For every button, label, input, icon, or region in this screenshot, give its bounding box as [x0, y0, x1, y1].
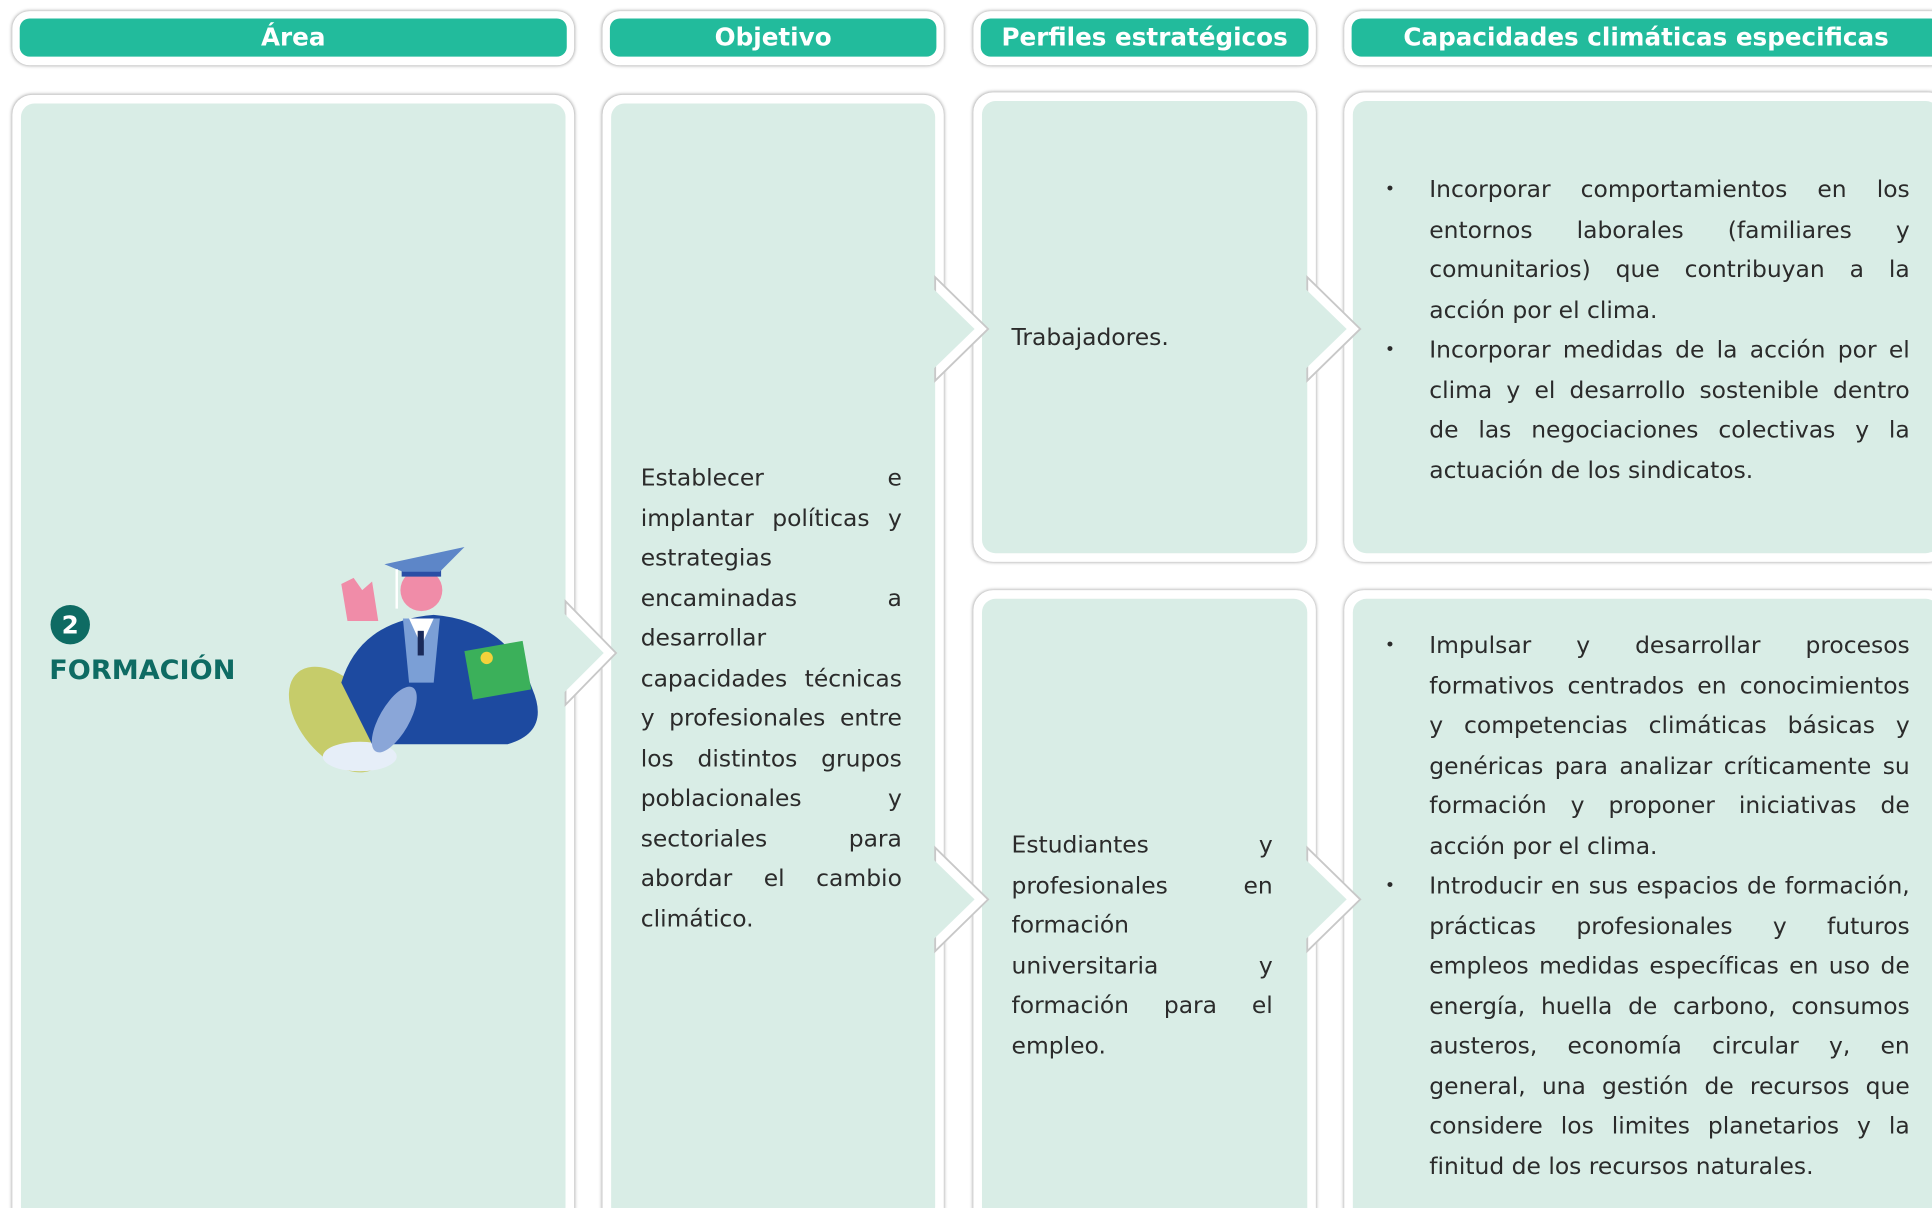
header-cell: Perfiles estratégicos: [973, 11, 1316, 66]
profile-cell: Estudiantes y profesionales en formación…: [973, 590, 1316, 1208]
graduate-illustration: [288, 547, 538, 773]
header-text: Área: [19, 18, 567, 57]
header-text: Objetivo: [609, 18, 937, 57]
profile-text: Trabajadores.: [1011, 324, 1169, 352]
capacity-item: Impulsar y desarrollar procesos formativ…: [1353, 626, 1910, 866]
profile-cell: Trabajadores.: [973, 92, 1316, 562]
capacities-cell: Incorporar comportamientos en los entorn…: [1344, 92, 1932, 562]
capacity-list: Impulsar y desarrollar procesos formativ…: [1353, 626, 1910, 1187]
area-number: 2: [50, 604, 90, 645]
objective-text: Establecer e implantar políticas y estra…: [640, 464, 902, 933]
header-text: Perfiles estratégicos: [980, 18, 1309, 57]
objective-cell: Establecer e implantar políticas y estra…: [602, 94, 944, 1208]
header-cell: Capacidades climáticas especificas: [1344, 11, 1932, 66]
capacity-item: Incorporar medidas de la acción por el c…: [1353, 330, 1910, 490]
capacities-cell: Impulsar y desarrollar procesos formativ…: [1344, 590, 1932, 1208]
capacity-list: Incorporar comportamientos en los entorn…: [1353, 170, 1910, 490]
capacity-item: Incorporar comportamientos en los entorn…: [1353, 170, 1910, 330]
header-cell: Objetivo: [602, 11, 944, 66]
header-cell: Área: [12, 11, 575, 66]
area-cell: 2 FORMACIÓN: [12, 94, 575, 1208]
profile-text: Estudiantes y profesionales en formación…: [1011, 831, 1273, 1059]
header-text: Capacidades climáticas especificas: [1351, 18, 1932, 57]
area-title: FORMACIÓN: [49, 655, 236, 687]
capacity-item: Introducir en sus espacios de formación,…: [1353, 866, 1910, 1186]
